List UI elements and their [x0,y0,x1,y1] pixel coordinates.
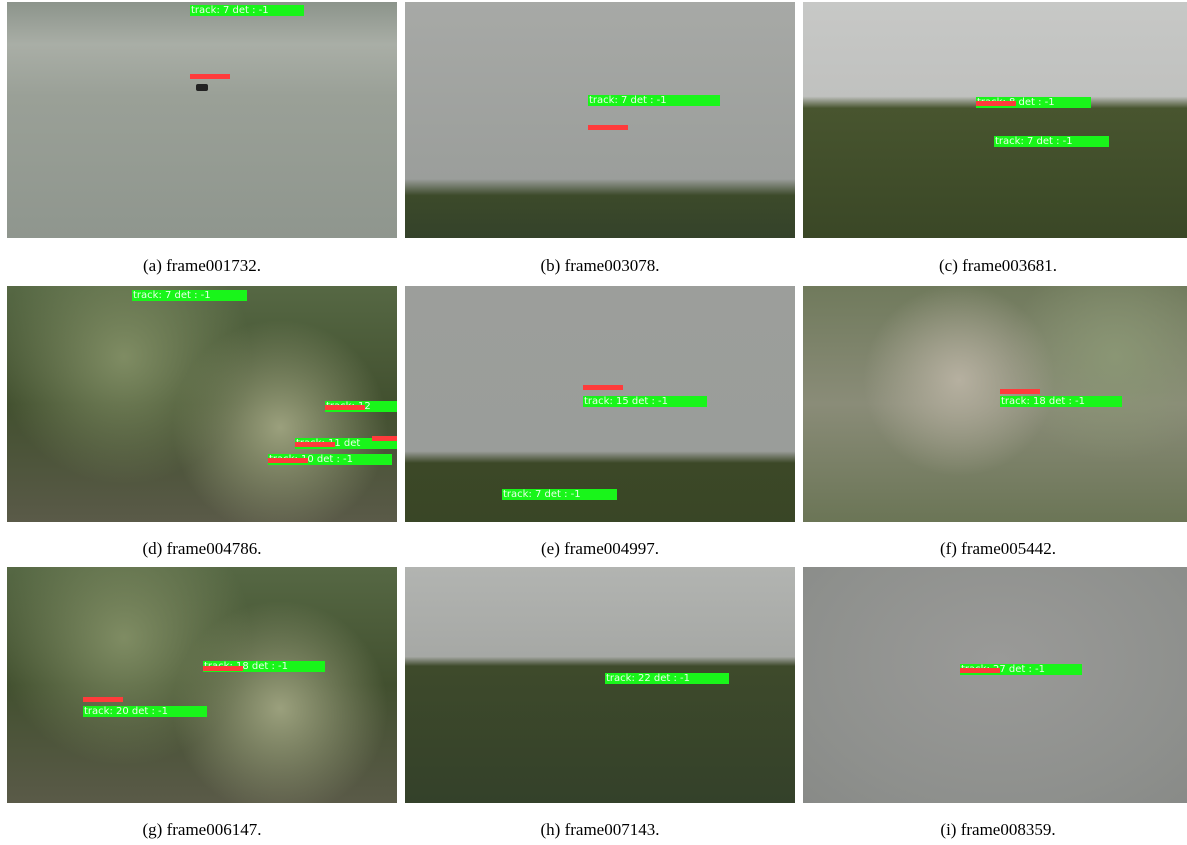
detection-label [960,668,1000,673]
caption: (i) frame008359. [803,820,1187,840]
track-label: track: 22 det : -1 [605,673,729,684]
caption: (c) frame003681. [803,256,1187,276]
image-panel: track: 27 det : -1 [803,567,1187,803]
image-panel: track: 15 det : -1 track: 7 det : -1 [405,286,795,522]
detection-label [190,74,230,79]
caption: (a) frame001732. [7,256,397,276]
track-label: track: 7 det : -1 [132,290,247,301]
detection-label [588,125,628,130]
track-label: track: 7 det : -1 [994,136,1109,147]
track-label: track: 7 det : -1 [502,489,617,500]
image-panel: track: 7 det : -1 [405,2,795,238]
track-label: track: 18 det : -1 [1000,396,1122,407]
caption: (e) frame004997. [405,539,795,559]
figure: track: 7 det : -1 (a) frame001732. track: … [0,0,1187,845]
detection-label [1000,389,1040,394]
detection-label [203,666,243,671]
caption: (h) frame007143. [405,820,795,840]
image-panel: track: 22 det : -1 [405,567,795,803]
caption: (f) frame005442. [803,539,1187,559]
detection-label [372,436,397,441]
image-panel: track: 18 det : -1 [803,286,1187,522]
track-label: track: 7 det : -1 [190,5,304,16]
detection-label [295,442,335,447]
detection-label [583,385,623,390]
caption: (d) frame004786. [7,539,397,559]
detection-label [976,101,1016,106]
track-label: track: 15 det : -1 [583,396,707,407]
caption: (b) frame003078. [405,256,795,276]
drone [196,84,208,91]
detection-label [83,697,123,702]
image-panel: track: 7 det : -1 [7,2,397,238]
detection-label [325,405,365,410]
caption: (g) frame006147. [7,820,397,840]
track-label: track: 20 det : -1 [83,706,207,717]
track-label: track: 7 det : -1 [588,95,720,106]
detection-label [268,458,308,463]
